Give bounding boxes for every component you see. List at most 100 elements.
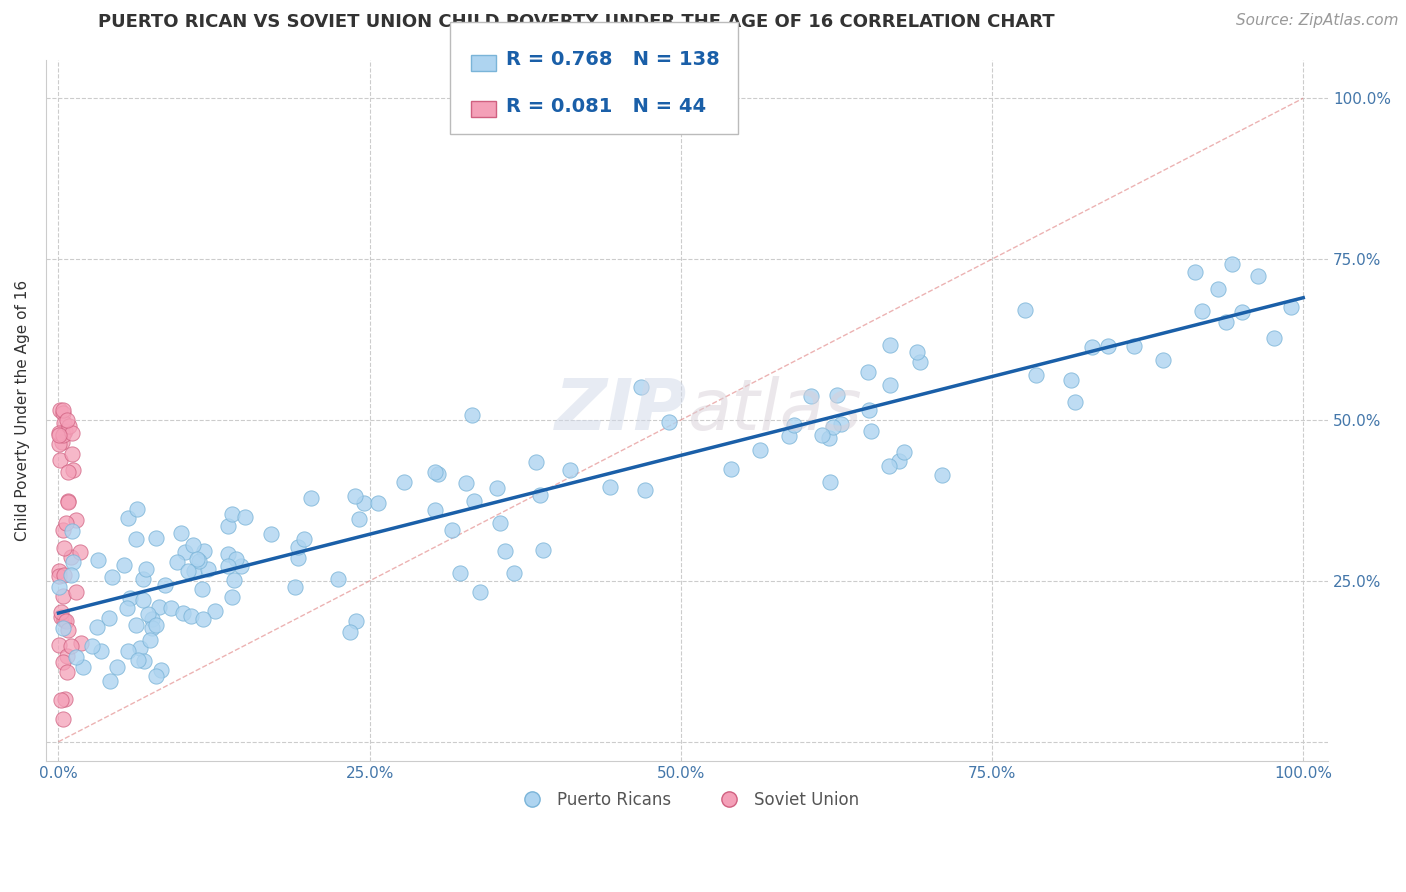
Point bbox=[456, 475, 478, 490]
Point bbox=[856, 366, 879, 380]
Point bbox=[59, 550, 82, 565]
Point bbox=[52, 589, 75, 603]
Point bbox=[52, 428, 75, 442]
Point bbox=[52, 712, 75, 726]
Point bbox=[524, 455, 547, 469]
Point bbox=[53, 541, 76, 556]
Point bbox=[558, 463, 581, 477]
Point bbox=[1215, 315, 1237, 329]
Point bbox=[299, 491, 322, 505]
Point bbox=[52, 406, 75, 420]
Point bbox=[877, 458, 900, 473]
Point bbox=[811, 428, 834, 442]
Point bbox=[52, 523, 75, 537]
Point bbox=[287, 540, 309, 554]
Point bbox=[141, 611, 163, 625]
Text: ZIP: ZIP bbox=[555, 376, 688, 445]
Point bbox=[49, 452, 72, 467]
Point bbox=[197, 562, 219, 576]
Point bbox=[87, 552, 110, 566]
Point bbox=[53, 424, 76, 438]
Text: R = 0.081   N = 44: R = 0.081 N = 44 bbox=[506, 96, 706, 116]
Point bbox=[425, 502, 447, 516]
Point bbox=[117, 644, 139, 658]
Point bbox=[180, 609, 202, 624]
Point bbox=[49, 403, 72, 417]
Point bbox=[1080, 340, 1102, 354]
Point bbox=[423, 465, 446, 479]
Point bbox=[778, 429, 800, 443]
Point bbox=[825, 387, 848, 401]
Point bbox=[48, 564, 70, 578]
Point bbox=[60, 425, 83, 440]
Point bbox=[97, 611, 120, 625]
Point bbox=[229, 558, 252, 573]
Text: PUERTO RICAN VS SOVIET UNION CHILD POVERTY UNDER THE AGE OF 16 CORRELATION CHART: PUERTO RICAN VS SOVIET UNION CHILD POVER… bbox=[98, 13, 1054, 31]
Point bbox=[1263, 331, 1285, 345]
Point bbox=[222, 573, 245, 587]
Point bbox=[60, 640, 83, 654]
Point bbox=[634, 483, 657, 498]
Point bbox=[186, 552, 208, 566]
Point bbox=[125, 617, 148, 632]
Point bbox=[326, 572, 349, 586]
Point bbox=[48, 427, 70, 442]
Point bbox=[529, 488, 551, 502]
Point bbox=[503, 566, 526, 581]
Point bbox=[170, 525, 193, 540]
Point bbox=[292, 532, 315, 546]
Point bbox=[908, 355, 931, 369]
Point bbox=[118, 591, 141, 606]
Point bbox=[59, 567, 82, 582]
Text: Source: ZipAtlas.com: Source: ZipAtlas.com bbox=[1236, 13, 1399, 29]
Point bbox=[217, 559, 239, 574]
Point bbox=[1184, 265, 1206, 279]
Point bbox=[115, 601, 138, 615]
Point bbox=[48, 425, 70, 440]
Point bbox=[233, 510, 256, 524]
Point bbox=[145, 618, 167, 632]
Point bbox=[1014, 303, 1036, 318]
Point bbox=[55, 516, 77, 531]
Point bbox=[1152, 352, 1174, 367]
Point bbox=[72, 660, 94, 674]
Point bbox=[531, 542, 554, 557]
Point bbox=[463, 494, 485, 508]
Point bbox=[172, 607, 194, 621]
Point bbox=[86, 620, 108, 634]
Point bbox=[56, 665, 79, 680]
Point bbox=[51, 434, 73, 449]
Point bbox=[1206, 282, 1229, 296]
Point bbox=[748, 442, 770, 457]
Point bbox=[155, 578, 177, 592]
Point bbox=[132, 572, 155, 586]
Point bbox=[49, 693, 72, 707]
Point bbox=[353, 495, 375, 509]
Point bbox=[53, 568, 76, 582]
Point bbox=[720, 462, 742, 476]
Point bbox=[260, 527, 283, 541]
Legend: Puerto Ricans, Soviet Union: Puerto Ricans, Soviet Union bbox=[508, 785, 866, 816]
Point bbox=[879, 338, 901, 352]
Point bbox=[1059, 373, 1081, 387]
Point bbox=[112, 558, 135, 572]
Point bbox=[70, 636, 93, 650]
Point bbox=[889, 453, 911, 467]
Point bbox=[191, 612, 214, 626]
Point bbox=[177, 565, 200, 579]
Point bbox=[148, 599, 170, 614]
Point bbox=[82, 640, 104, 654]
Point bbox=[449, 566, 471, 580]
Point bbox=[893, 444, 915, 458]
Point bbox=[821, 420, 844, 434]
Point bbox=[53, 691, 76, 706]
Point bbox=[98, 673, 121, 688]
Text: R = 0.768   N = 138: R = 0.768 N = 138 bbox=[506, 51, 720, 70]
Point bbox=[53, 417, 76, 431]
Point bbox=[344, 614, 367, 628]
Point bbox=[187, 554, 209, 568]
Point bbox=[139, 633, 162, 648]
Point bbox=[55, 614, 77, 628]
Point bbox=[65, 649, 87, 664]
Point bbox=[159, 601, 181, 615]
